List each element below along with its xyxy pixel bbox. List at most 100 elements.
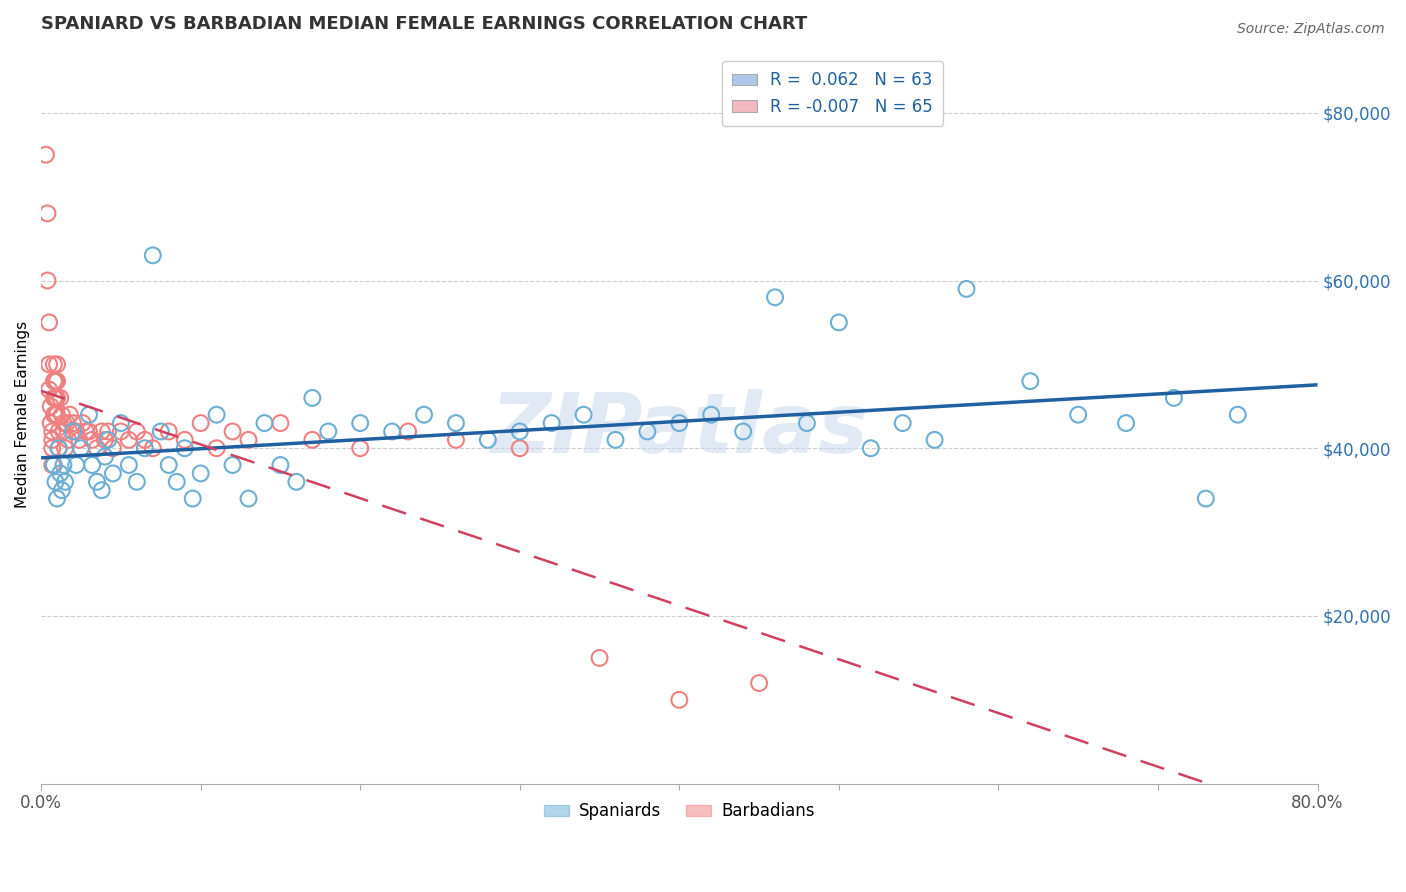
Spaniards bbox=[157, 458, 180, 472]
Barbadians bbox=[48, 425, 70, 439]
Spaniards bbox=[1226, 408, 1249, 422]
Spaniards bbox=[253, 416, 276, 430]
Barbadians bbox=[97, 425, 120, 439]
Barbadians bbox=[173, 433, 195, 447]
Barbadians bbox=[125, 425, 148, 439]
Text: SPANIARD VS BARBADIAN MEDIAN FEMALE EARNINGS CORRELATION CHART: SPANIARD VS BARBADIAN MEDIAN FEMALE EARN… bbox=[41, 15, 807, 33]
Barbadians bbox=[41, 458, 63, 472]
Spaniards bbox=[285, 475, 308, 489]
Spaniards bbox=[94, 450, 117, 464]
Barbadians bbox=[41, 433, 63, 447]
Barbadians bbox=[42, 357, 65, 371]
Spaniards bbox=[828, 315, 851, 329]
Barbadians bbox=[67, 433, 90, 447]
Barbadians bbox=[86, 442, 108, 456]
Barbadians bbox=[75, 425, 97, 439]
Barbadians bbox=[82, 433, 104, 447]
Spaniards bbox=[1067, 408, 1090, 422]
Spaniards bbox=[636, 425, 658, 439]
Barbadians bbox=[157, 425, 180, 439]
Barbadians bbox=[221, 425, 243, 439]
Spaniards bbox=[733, 425, 755, 439]
Spaniards bbox=[48, 442, 70, 456]
Barbadians bbox=[269, 416, 291, 430]
Spaniards bbox=[51, 483, 73, 498]
Barbadians bbox=[37, 273, 59, 287]
Spaniards bbox=[142, 248, 165, 262]
Spaniards bbox=[62, 425, 84, 439]
Barbadians bbox=[142, 442, 165, 456]
Barbadians bbox=[62, 416, 84, 430]
Spaniards bbox=[97, 433, 120, 447]
Barbadians bbox=[134, 433, 156, 447]
Barbadians bbox=[72, 416, 94, 430]
Spaniards bbox=[190, 467, 212, 481]
Barbadians bbox=[41, 442, 63, 456]
Barbadians bbox=[44, 408, 66, 422]
Spaniards bbox=[763, 290, 786, 304]
Spaniards bbox=[77, 408, 100, 422]
Spaniards bbox=[149, 425, 172, 439]
Spaniards bbox=[540, 416, 562, 430]
Barbadians bbox=[444, 433, 467, 447]
Spaniards bbox=[301, 391, 323, 405]
Spaniards bbox=[49, 467, 72, 481]
Spaniards bbox=[53, 475, 76, 489]
Y-axis label: Median Female Earnings: Median Female Earnings bbox=[15, 321, 30, 508]
Spaniards bbox=[173, 442, 195, 456]
Spaniards bbox=[1195, 491, 1218, 506]
Spaniards bbox=[101, 467, 124, 481]
Barbadians bbox=[46, 357, 69, 371]
Spaniards bbox=[381, 425, 404, 439]
Spaniards bbox=[444, 416, 467, 430]
Text: Source: ZipAtlas.com: Source: ZipAtlas.com bbox=[1237, 22, 1385, 37]
Spaniards bbox=[52, 458, 75, 472]
Spaniards bbox=[605, 433, 627, 447]
Barbadians bbox=[38, 315, 60, 329]
Spaniards bbox=[110, 416, 132, 430]
Spaniards bbox=[118, 458, 141, 472]
Barbadians bbox=[238, 433, 260, 447]
Text: ZIPatlas: ZIPatlas bbox=[491, 389, 869, 470]
Barbadians bbox=[349, 442, 371, 456]
Barbadians bbox=[39, 416, 62, 430]
Spaniards bbox=[1115, 416, 1137, 430]
Barbadians bbox=[90, 425, 112, 439]
Barbadians bbox=[748, 676, 770, 690]
Barbadians bbox=[51, 408, 73, 422]
Spaniards bbox=[221, 458, 243, 472]
Barbadians bbox=[509, 442, 531, 456]
Spaniards bbox=[668, 416, 690, 430]
Barbadians bbox=[49, 391, 72, 405]
Spaniards bbox=[205, 408, 228, 422]
Spaniards bbox=[44, 475, 66, 489]
Spaniards bbox=[859, 442, 882, 456]
Barbadians bbox=[39, 400, 62, 414]
Spaniards bbox=[700, 408, 723, 422]
Barbadians bbox=[35, 147, 58, 161]
Spaniards bbox=[238, 491, 260, 506]
Barbadians bbox=[48, 442, 70, 456]
Barbadians bbox=[396, 425, 419, 439]
Spaniards bbox=[42, 458, 65, 472]
Legend: Spaniards, Barbadians: Spaniards, Barbadians bbox=[537, 796, 821, 827]
Spaniards bbox=[181, 491, 204, 506]
Spaniards bbox=[166, 475, 188, 489]
Spaniards bbox=[413, 408, 436, 422]
Spaniards bbox=[477, 433, 499, 447]
Spaniards bbox=[269, 458, 291, 472]
Spaniards bbox=[1019, 374, 1042, 388]
Barbadians bbox=[101, 442, 124, 456]
Spaniards bbox=[796, 416, 818, 430]
Barbadians bbox=[42, 374, 65, 388]
Barbadians bbox=[110, 425, 132, 439]
Barbadians bbox=[190, 416, 212, 430]
Spaniards bbox=[134, 442, 156, 456]
Barbadians bbox=[44, 374, 66, 388]
Barbadians bbox=[205, 442, 228, 456]
Spaniards bbox=[125, 475, 148, 489]
Barbadians bbox=[118, 433, 141, 447]
Barbadians bbox=[668, 693, 690, 707]
Spaniards bbox=[1163, 391, 1185, 405]
Barbadians bbox=[52, 425, 75, 439]
